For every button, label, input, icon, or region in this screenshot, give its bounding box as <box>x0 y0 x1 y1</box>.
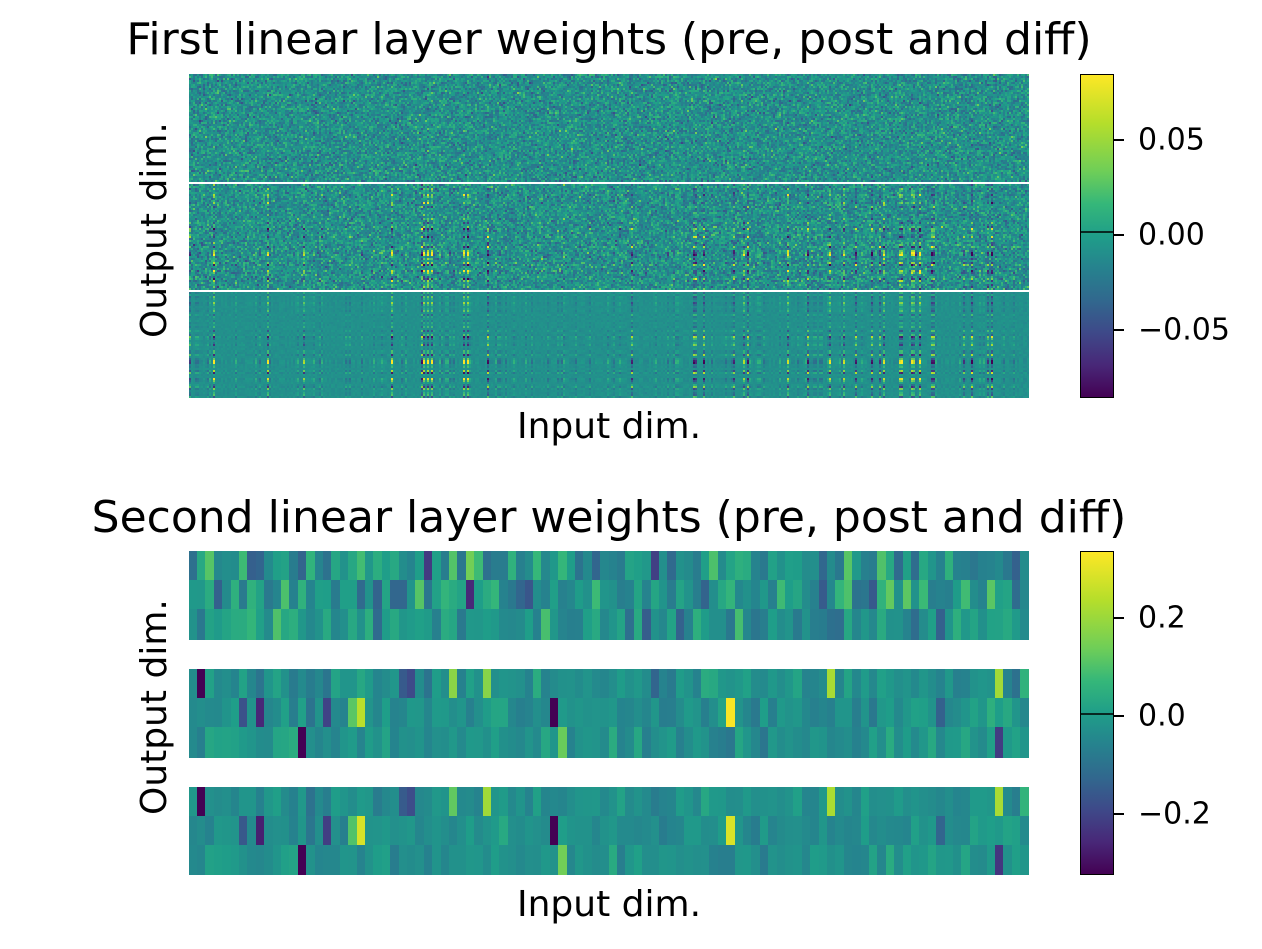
chart-2-xlabel: Input dim. <box>516 884 702 925</box>
chart-2-colorbar-tick <box>1114 617 1124 619</box>
chart-2-heatmap <box>189 551 1029 875</box>
chart-1-colorbar-tick <box>1114 139 1124 141</box>
chart-1-xlabel: Input dim. <box>516 406 702 447</box>
chart-1-colorbar <box>1080 74 1114 398</box>
chart-2-colorbar-tick-label: −0.2 <box>1138 796 1211 832</box>
chart-1-colorbar-tick <box>1114 234 1124 236</box>
chart-2-colorbar-zero-marker <box>1081 713 1113 715</box>
chart-1-ylabel: Output dim. <box>134 122 175 338</box>
chart-2-colorbar-tick <box>1114 715 1124 717</box>
chart-2-colorbar-tick-label: 0.2 <box>1138 600 1186 636</box>
chart-2-colorbar-tick <box>1114 813 1124 815</box>
chart-2-colorbar-tick-label: 0.0 <box>1138 698 1186 734</box>
chart-1-colorbar-tick <box>1114 329 1124 331</box>
chart-1-colorbar-zero-marker <box>1081 231 1113 233</box>
chart-1-colorbar-tick-label: −0.05 <box>1138 312 1230 348</box>
chart-1-title: First linear layer weights (pre, post an… <box>126 14 1092 65</box>
chart-1-colorbar-tick-label: 0.05 <box>1138 122 1205 158</box>
chart-1-heatmap <box>189 74 1029 398</box>
chart-1-colorbar-tick-label: 0.00 <box>1138 217 1205 253</box>
chart-2-ylabel: Output dim. <box>134 599 175 815</box>
chart-2-title: Second linear layer weights (pre, post a… <box>91 492 1127 543</box>
